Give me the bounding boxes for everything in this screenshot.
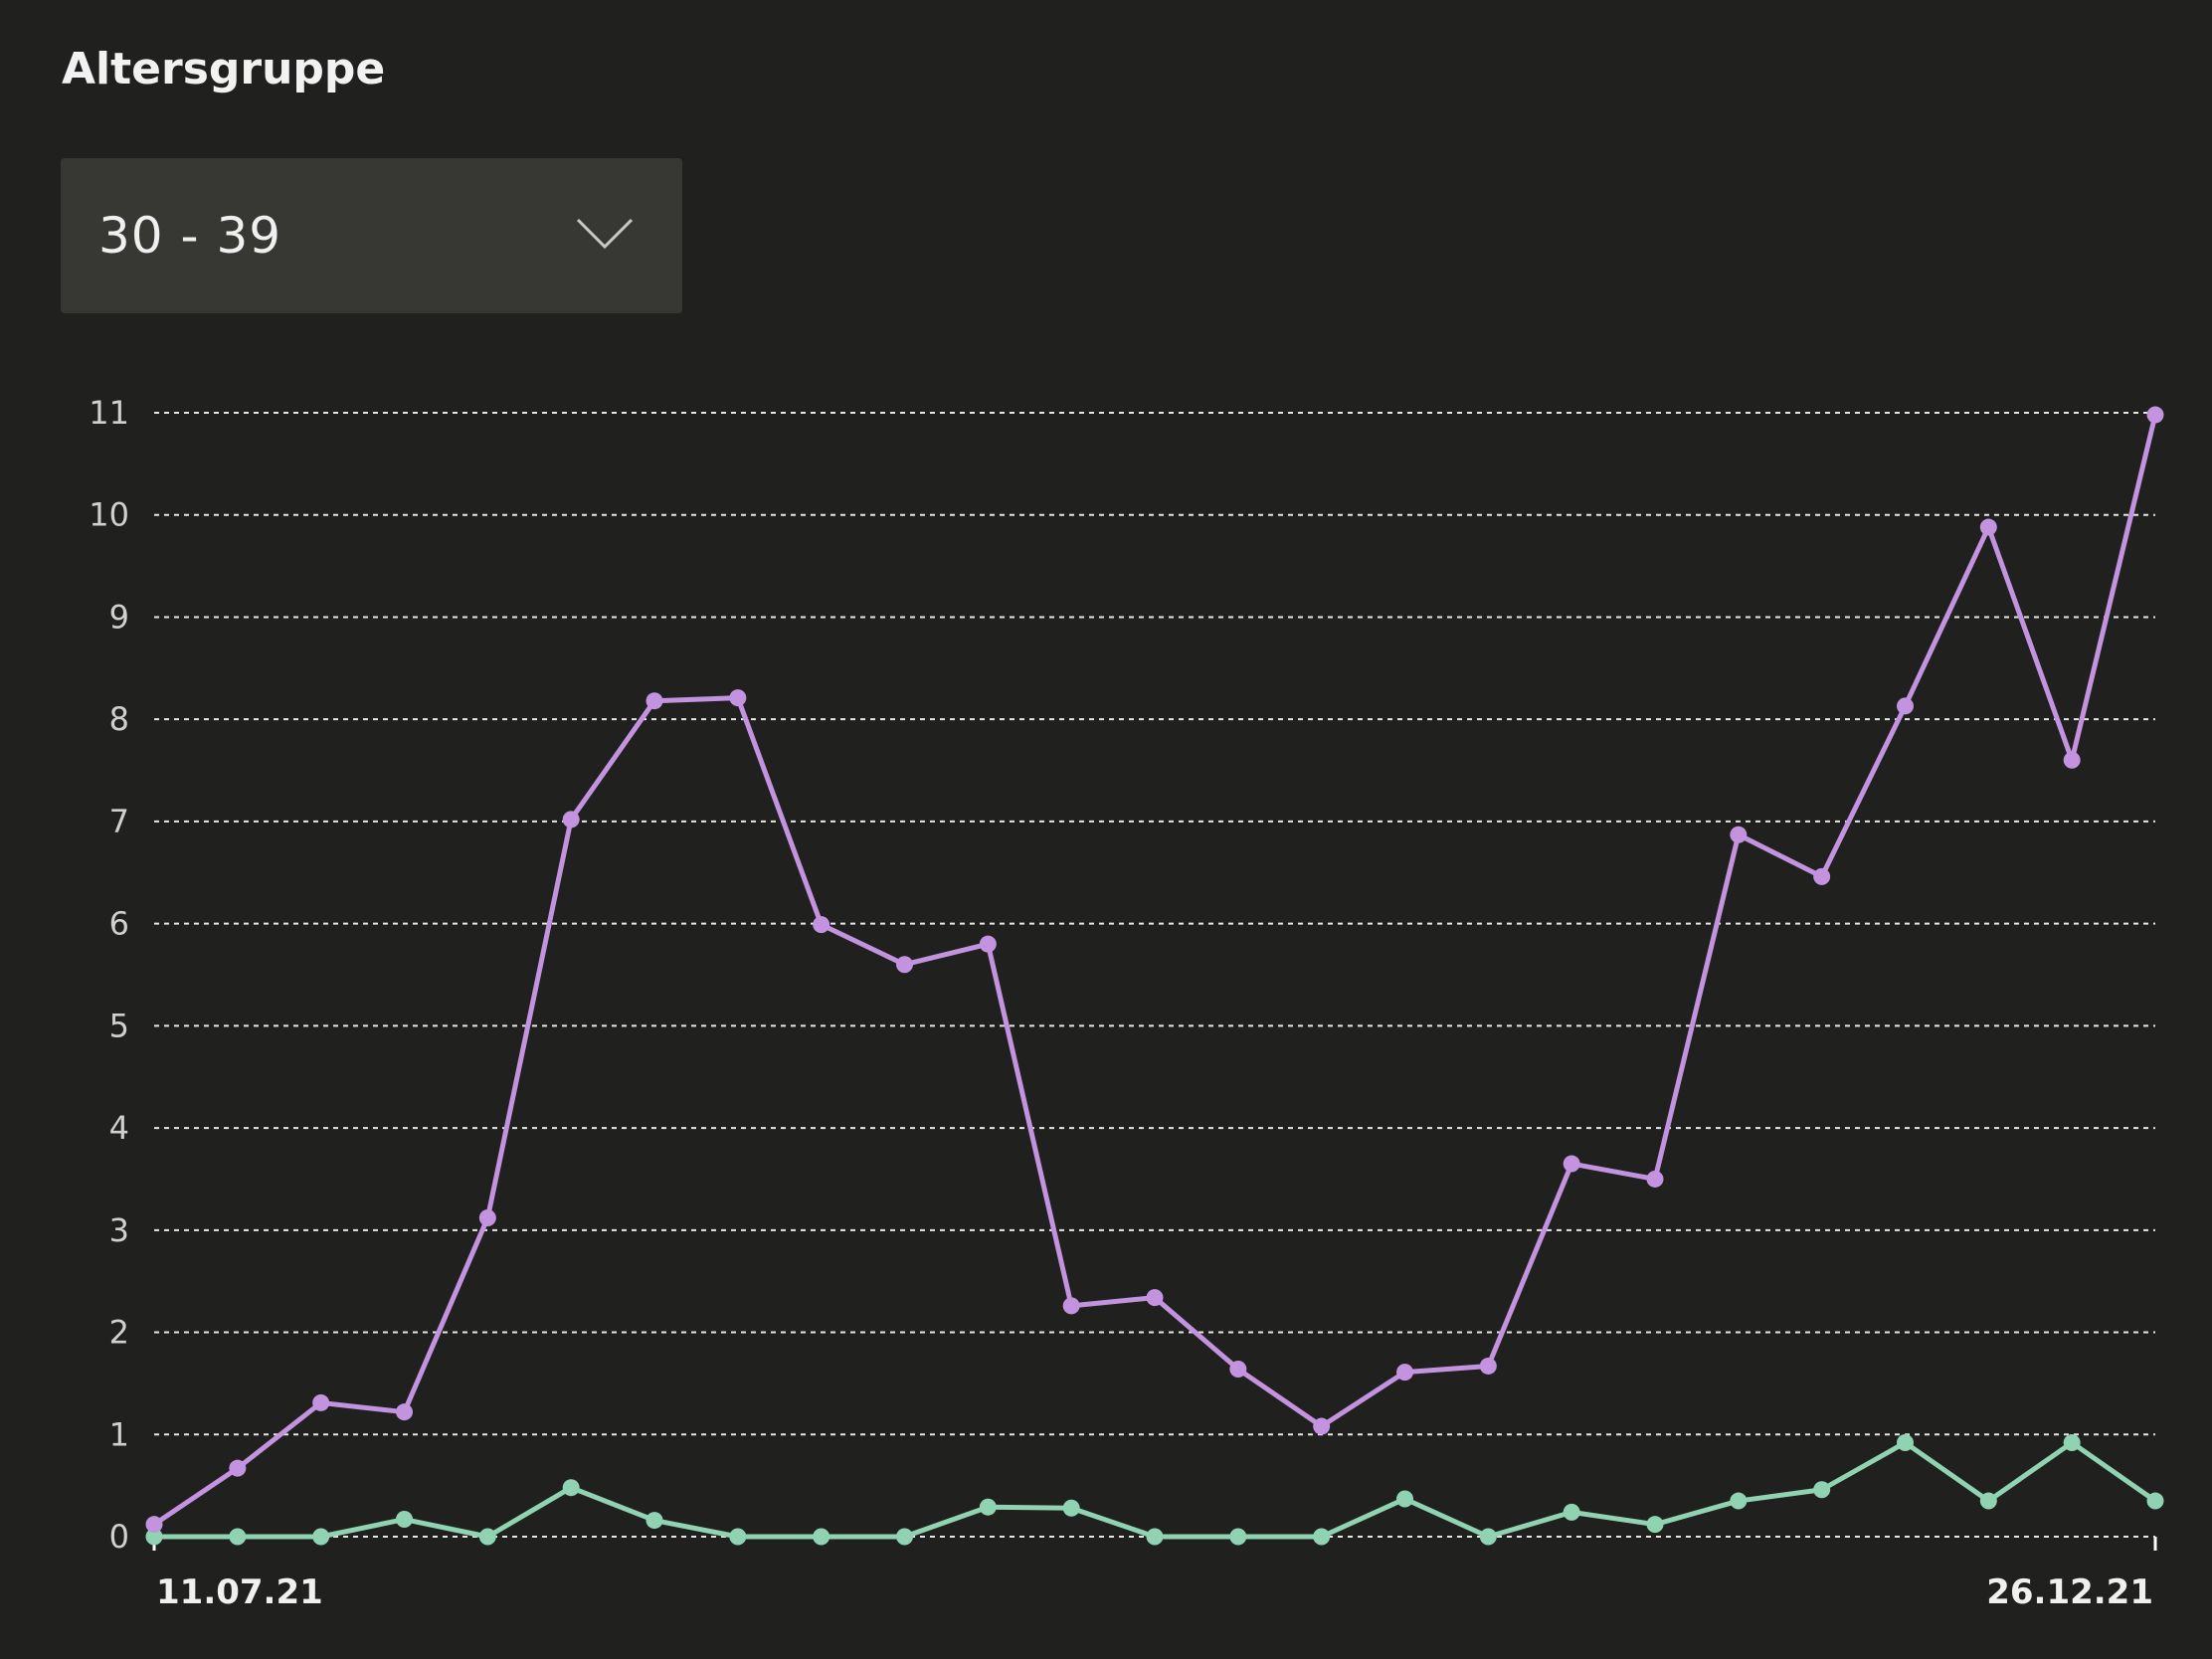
chevron-down-icon (576, 218, 634, 250)
series-lines (152, 414, 2158, 1540)
y-axis-ticks: 0 1 2 3 4 5 6 7 8 9 10 11 (89, 394, 129, 1556)
data-point-series-0[interactable] (896, 956, 913, 974)
y-tick-label: 1 (109, 1415, 129, 1453)
data-point-series-0[interactable] (1646, 1170, 1664, 1188)
data-point-series-0[interactable] (1730, 826, 1748, 843)
data-point-series-0[interactable] (1062, 1297, 1080, 1315)
data-point-series-1[interactable] (896, 1528, 913, 1546)
series-line-0 (152, 414, 2158, 1527)
data-point-series-1[interactable] (1979, 1492, 1997, 1510)
data-point-series-0[interactable] (1479, 1357, 1497, 1375)
data-point-series-1[interactable] (1229, 1528, 1247, 1546)
data-point-series-0[interactable] (2063, 751, 2081, 769)
data-point-series-1[interactable] (2146, 1492, 2164, 1510)
data-point-series-0[interactable] (729, 689, 747, 707)
data-point-series-0[interactable] (1897, 697, 1914, 715)
data-point-series-0[interactable] (979, 935, 997, 953)
y-tick-label: 3 (109, 1211, 129, 1249)
age-group-select[interactable]: 30 - 39 (61, 158, 682, 313)
data-point-series-1[interactable] (229, 1528, 247, 1546)
y-tick-label: 8 (109, 700, 129, 738)
series-line-1 (154, 1439, 2157, 1540)
data-point-series-0[interactable] (562, 811, 580, 829)
data-point-series-0[interactable] (1229, 1361, 1247, 1379)
data-point-series-1[interactable] (396, 1511, 413, 1529)
data-point-series-0[interactable] (1563, 1155, 1580, 1173)
y-tick-label: 9 (109, 598, 129, 636)
y-tick-label: 6 (109, 905, 129, 943)
data-point-series-1[interactable] (1646, 1516, 1664, 1534)
data-point-series-1[interactable] (562, 1479, 580, 1497)
y-tick-label: 7 (109, 803, 129, 840)
y-tick-label: 5 (109, 1007, 129, 1044)
data-point-series-1[interactable] (1563, 1503, 1580, 1521)
data-point-series-0[interactable] (396, 1403, 413, 1421)
data-point-series-0[interactable] (1396, 1364, 1413, 1382)
y-tick-label: 10 (89, 496, 129, 534)
data-point-series-0[interactable] (813, 916, 830, 934)
data-point-series-1[interactable] (729, 1528, 747, 1546)
y-tick-label: 0 (109, 1518, 129, 1556)
grid-lines (154, 412, 2155, 1538)
data-point-series-0[interactable] (645, 692, 663, 710)
data-point-series-1[interactable] (979, 1498, 997, 1516)
data-point-series-1[interactable] (1479, 1528, 1497, 1546)
x-tick-label: 11.07.21 (156, 1572, 323, 1612)
series-points (145, 406, 2164, 1546)
data-point-series-1[interactable] (1813, 1481, 1831, 1499)
data-point-series-1[interactable] (1146, 1528, 1164, 1546)
x-tick-label: 26.12.21 (1986, 1572, 2153, 1612)
data-point-series-1[interactable] (1897, 1433, 1914, 1451)
data-point-series-0[interactable] (1813, 867, 1831, 885)
data-point-series-0[interactable] (1979, 518, 1997, 536)
data-point-series-0[interactable] (1313, 1417, 1331, 1435)
data-point-series-1[interactable] (645, 1512, 663, 1530)
data-point-series-0[interactable] (312, 1393, 330, 1411)
data-point-series-1[interactable] (813, 1528, 830, 1546)
age-group-select-value: 30 - 39 (98, 207, 282, 265)
data-point-series-1[interactable] (1730, 1492, 1748, 1510)
y-tick-label: 2 (109, 1314, 129, 1352)
data-point-series-0[interactable] (145, 1516, 163, 1534)
data-point-series-1[interactable] (312, 1528, 330, 1546)
data-point-series-1[interactable] (1396, 1490, 1413, 1508)
data-point-series-0[interactable] (1146, 1289, 1164, 1307)
section-title: Altersgruppe (62, 44, 386, 94)
data-point-series-1[interactable] (1062, 1499, 1080, 1517)
x-axis-ticks: 11.07.21 26.12.21 (152, 1537, 2157, 1612)
data-point-series-1[interactable] (2063, 1433, 2081, 1451)
data-point-series-1[interactable] (478, 1528, 496, 1546)
y-tick-label: 11 (89, 394, 129, 432)
y-tick-label: 4 (109, 1109, 129, 1147)
data-point-series-0[interactable] (2146, 406, 2164, 424)
data-point-series-0[interactable] (229, 1459, 247, 1477)
data-point-series-1[interactable] (1313, 1528, 1331, 1546)
data-point-series-1[interactable] (145, 1528, 163, 1546)
data-point-series-0[interactable] (478, 1208, 496, 1226)
